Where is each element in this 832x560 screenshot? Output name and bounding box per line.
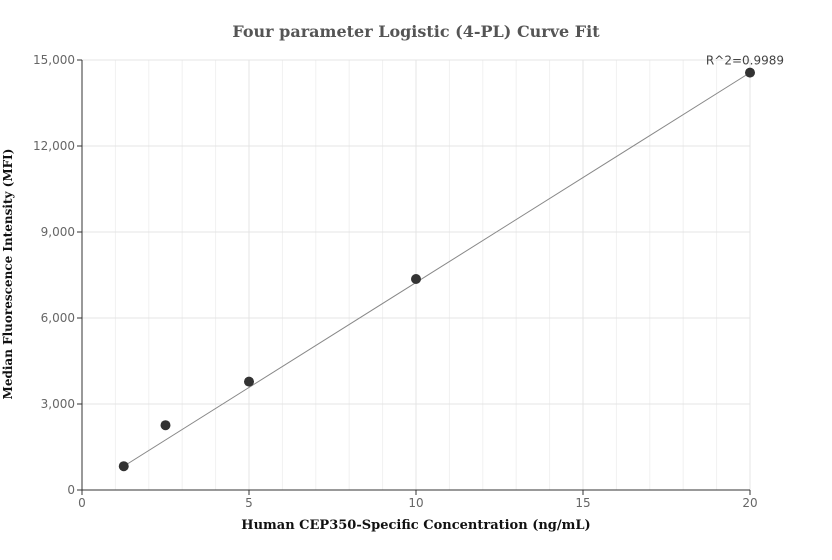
y-tick-label: 15,000 [33, 53, 75, 67]
data-point [244, 376, 254, 387]
x-axis-label: Human CEP350-Specific Concentration (ng/… [241, 518, 591, 533]
axis-layer [77, 59, 751, 495]
x-tick-label: 5 [245, 496, 253, 510]
fit-layer [123, 72, 751, 467]
grid-layer [82, 59, 751, 490]
r-squared-annotation: R^2=0.9989 [706, 54, 784, 68]
label-layer: 0 5 10 15 20 0 3,000 6,000 9,000 12,000 15,000 R^2=… [33, 53, 784, 510]
data-point [160, 420, 171, 431]
point-layer [118, 67, 755, 472]
y-tick-label: 3,000 [41, 397, 75, 411]
y-tick-label: 6,000 [41, 311, 75, 325]
data-point [745, 67, 755, 78]
y-axis-label: Median Fluorescence Intensity (MFI) [1, 148, 15, 400]
x-tick-label: 0 [78, 496, 86, 510]
y-tick-label: 9,000 [41, 225, 75, 239]
x-tick-label: 10 [408, 496, 423, 510]
x-tick-label: 15 [575, 496, 590, 510]
y-tick-label: 12,000 [33, 139, 75, 153]
y-tick-label: 0 [67, 483, 75, 497]
x-tick-label: 20 [742, 496, 757, 510]
data-point [411, 274, 421, 285]
fit-line [123, 72, 751, 467]
chart-title: Four parameter Logistic (4-PL) Curve Fit [232, 22, 600, 41]
data-point [118, 461, 129, 472]
